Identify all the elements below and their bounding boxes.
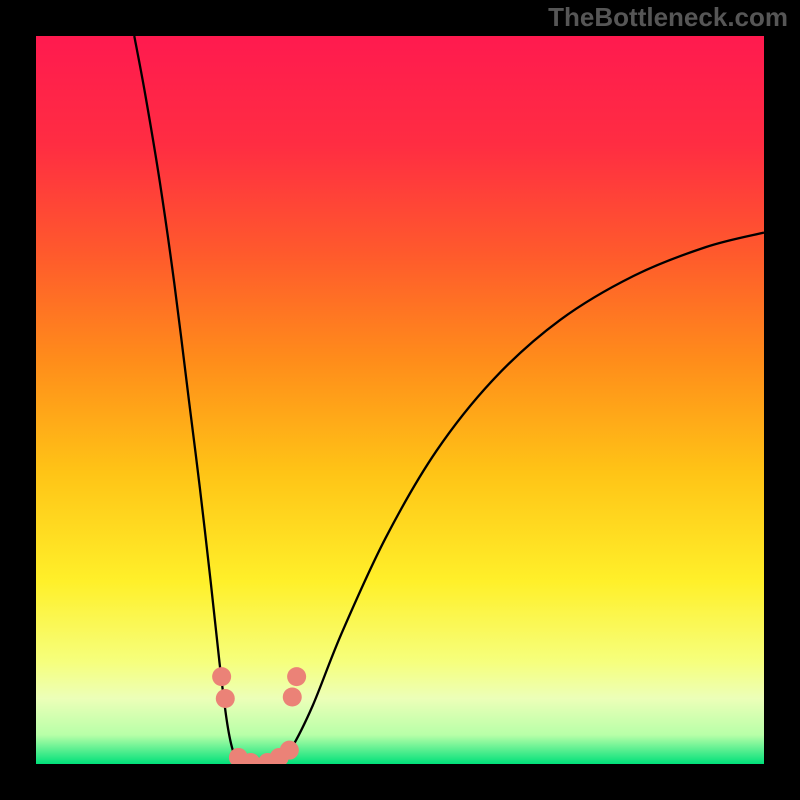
watermark-text: TheBottleneck.com	[548, 2, 788, 33]
marker-right-3	[283, 688, 302, 707]
figure-root: TheBottleneck.com	[0, 0, 800, 800]
plot-area	[36, 36, 764, 764]
marker-left-0	[212, 667, 231, 686]
gradient-background	[36, 36, 764, 764]
marker-right-2	[280, 741, 299, 760]
marker-left-1	[216, 689, 235, 708]
marker-right-4	[287, 667, 306, 686]
bottleneck-chart	[36, 36, 764, 764]
